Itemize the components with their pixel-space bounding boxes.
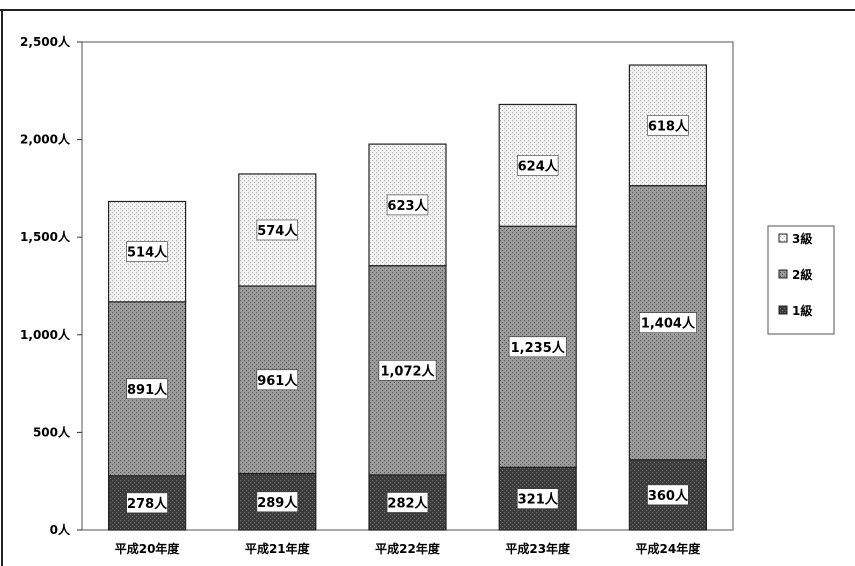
data-label: 574人 (257, 223, 298, 239)
y-axis: 0人 500人 1,000人 1,500人 2,000人 2,500人 (20, 34, 82, 537)
data-label-box (386, 492, 429, 513)
data-label: 360人 (648, 488, 689, 504)
data-label: 289人 (257, 495, 298, 511)
data-label: 618人 (648, 118, 689, 134)
data-label-box (378, 360, 437, 381)
data-label: 321人 (518, 492, 559, 508)
x-tick-label: 平成20年度 (115, 541, 181, 556)
y-tick-label: 1,500人 (20, 229, 71, 244)
data-label-box (516, 488, 559, 509)
y-tick-label: 2,000人 (20, 132, 71, 147)
data-label: 624人 (518, 158, 559, 174)
x-tick-label: 平成21年度 (245, 541, 311, 556)
data-label-box (647, 484, 689, 506)
data-label-box (126, 492, 168, 514)
data-label-box (256, 369, 298, 391)
x-tick-label: 平成22年度 (375, 541, 441, 556)
data-label-box (256, 219, 298, 241)
legend: 3級 2級 1級 (767, 225, 835, 335)
legend-swatch (778, 305, 788, 315)
data-label: 514人 (127, 245, 168, 261)
x-axis: 平成20年度 平成21年度 平成22年度 平成23年度 平成24年度 (115, 541, 701, 556)
data-label-box (126, 241, 168, 262)
y-tick-label: 500人 (33, 424, 71, 439)
legend-label: 1級 (792, 303, 812, 318)
y-tick-label: 0人 (50, 522, 71, 537)
x-tick-label: 平成23年度 (505, 541, 571, 556)
data-label-box (256, 491, 298, 513)
data-label: 278人 (127, 496, 168, 512)
data-label: 282人 (387, 495, 428, 511)
legend-swatch (778, 269, 788, 279)
legend-label: 2級 (792, 267, 812, 282)
data-label: 1,072人 (380, 363, 435, 379)
data-label: 1,235人 (511, 340, 566, 356)
data-label: 623人 (387, 198, 428, 214)
data-label: 891人 (127, 382, 168, 398)
legend-box (767, 225, 835, 335)
data-label: 1,404人 (641, 316, 696, 332)
data-label-box (508, 336, 567, 358)
bars-group: 278人 891人 514人 289人 961人 574人 282人 1,072人 623人 32… (107, 64, 708, 531)
data-label-box (647, 115, 689, 136)
data-label-box (386, 194, 429, 216)
data-label-box (516, 155, 559, 176)
data-label-box (126, 378, 168, 400)
y-tick-label: 1,000人 (20, 327, 71, 342)
y-tick-label: 2,500人 (20, 34, 71, 49)
x-tick-label: 平成24年度 (636, 541, 702, 556)
legend-swatch (778, 233, 788, 243)
data-label-box (638, 312, 697, 333)
data-label: 961人 (257, 373, 298, 389)
legend-label: 3級 (792, 231, 812, 246)
